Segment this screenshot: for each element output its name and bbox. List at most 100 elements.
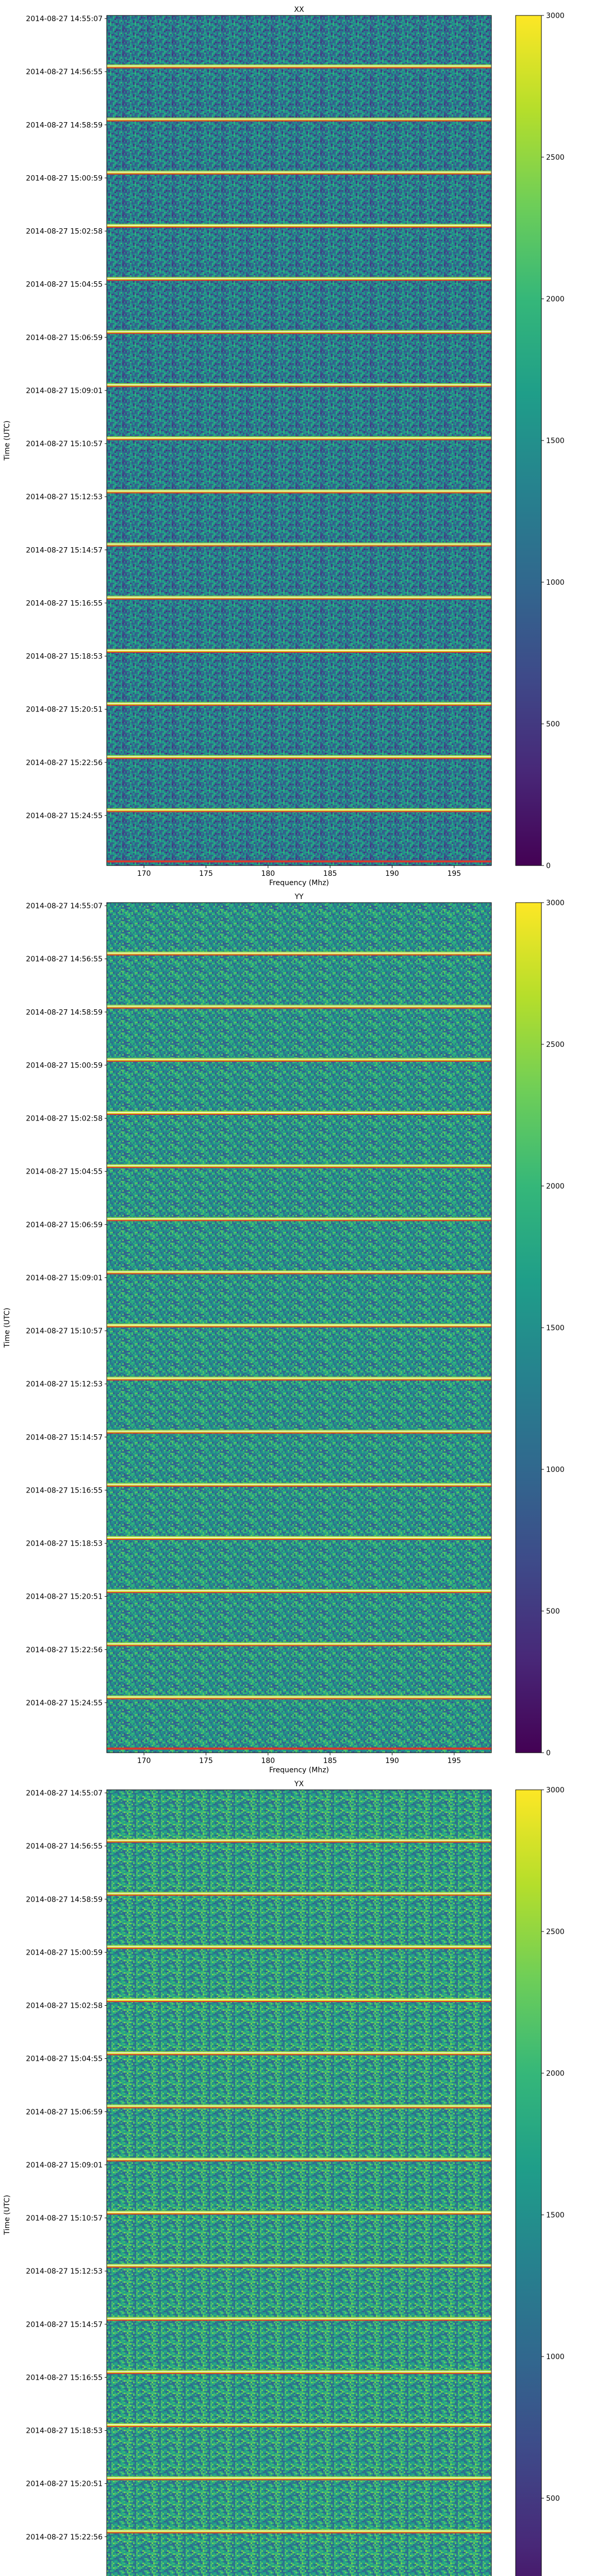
block-stripe — [107, 1893, 491, 1895]
block-stripe — [107, 2051, 491, 2053]
block-stripe — [107, 2001, 491, 2002]
block-stripe — [107, 384, 491, 385]
block-stripe — [107, 1326, 491, 1328]
y-tick-label: 2014-08-27 14:58:59 — [26, 121, 103, 129]
y-tick-label: 2014-08-27 15:04:55 — [26, 281, 103, 289]
block-stripe — [107, 2477, 491, 2479]
y-tick-label: 2014-08-27 14:55:07 — [26, 902, 103, 910]
panel-title: YX — [294, 1780, 304, 1788]
block-stripe — [107, 172, 491, 173]
block-stripe — [107, 2372, 491, 2374]
y-tick-label: 2014-08-27 15:09:01 — [26, 2161, 103, 2170]
panel-xx: XX 2014-08-27 14:55:07 2014-08-27 14:56:55… — [3, 6, 565, 887]
block-stripe — [107, 1432, 491, 1434]
y-tick-label: 2014-08-27 15:12:53 — [26, 2267, 103, 2276]
block-stripe — [107, 1484, 491, 1485]
block-stripe — [107, 1111, 491, 1112]
colorbar-tick-label: 500 — [546, 2495, 560, 2503]
block-stripe — [107, 1378, 491, 1379]
y-tick-label: 2014-08-27 15:16:55 — [26, 1486, 103, 1495]
axes-frame — [106, 1789, 492, 2576]
block-stripe — [107, 2266, 491, 2268]
colorbar-tick-label: 1000 — [546, 579, 565, 587]
block-stripe — [107, 598, 491, 600]
block-stripe — [107, 225, 491, 226]
block-stripe — [107, 1892, 491, 1893]
block-stripe — [107, 437, 491, 438]
x-tick-label: 195 — [447, 1757, 461, 1765]
block-stripe — [107, 436, 491, 437]
panel-title: XX — [294, 6, 304, 14]
block-stripe — [107, 2371, 491, 2373]
block-stripe — [107, 545, 491, 547]
x-tick-label: 190 — [385, 1757, 399, 1765]
y-tick-label: 2014-08-27 15:02:58 — [26, 2002, 103, 2010]
block-stripe — [107, 1325, 491, 1327]
block-stripe — [107, 2053, 491, 2055]
block-stripe — [107, 66, 491, 67]
block-stripe — [107, 1748, 491, 1750]
block-stripe — [107, 756, 491, 757]
block-stripe — [107, 702, 491, 703]
y-tick-label: 2014-08-27 15:12:53 — [26, 1380, 103, 1388]
block-stripe — [107, 489, 491, 491]
block-stripe — [107, 1164, 491, 1165]
block-stripe — [107, 1005, 491, 1006]
x-tick-label: 190 — [385, 870, 399, 878]
block-stripe — [107, 650, 491, 651]
y-tick-label: 2014-08-27 15:22:56 — [26, 1646, 103, 1654]
block-stripe — [107, 333, 491, 334]
block-stripe — [107, 2318, 491, 2319]
block-stripe — [107, 2052, 491, 2054]
y-tick-label: 2014-08-27 14:58:59 — [26, 1895, 103, 1904]
block-stripe — [107, 2531, 491, 2533]
block-stripe — [107, 2529, 491, 2531]
x-tick-label: 175 — [199, 1757, 213, 1765]
y-tick-label: 2014-08-27 15:22:56 — [26, 2533, 103, 2541]
block-stripe — [107, 1999, 491, 2000]
colorbar-tick-label: 3000 — [546, 12, 565, 20]
block-stripe — [107, 1485, 491, 1487]
block-stripe — [107, 1112, 491, 1113]
block-stripe — [107, 64, 491, 66]
colorbar-tick-label: 3000 — [546, 1786, 565, 1794]
block-stripe — [107, 811, 491, 812]
y-tick-label: 2014-08-27 15:22:56 — [26, 759, 103, 767]
block-stripe — [107, 1378, 491, 1380]
block-stripe — [107, 2157, 491, 2159]
block-stripe — [107, 651, 491, 652]
block-stripe — [107, 1167, 491, 1168]
block-stripe — [107, 809, 491, 810]
block-stripe — [107, 1589, 491, 1590]
block-stripe — [107, 1273, 491, 1275]
block-stripe — [107, 171, 491, 172]
x-tick-label: 195 — [447, 870, 461, 878]
block-stripe — [107, 810, 491, 811]
colorbar-tick-label: 1000 — [546, 2353, 565, 2361]
y-tick-label: 2014-08-27 15:06:59 — [26, 2108, 103, 2116]
colorbar-tick-label: 2000 — [546, 1182, 565, 1191]
y-tick-label: 2014-08-27 15:18:53 — [26, 1540, 103, 1548]
block-stripe — [107, 597, 491, 599]
block-stripe — [107, 2317, 491, 2318]
block-stripe — [107, 543, 491, 544]
y-tick-label: 2014-08-27 15:16:55 — [26, 2374, 103, 2382]
block-stripe — [107, 758, 491, 759]
block-stripe — [107, 2104, 491, 2106]
block-stripe — [107, 1698, 491, 1700]
block-stripe — [107, 2371, 491, 2372]
y-tick-label: 2014-08-27 15:06:59 — [26, 334, 103, 342]
block-stripe — [107, 1539, 491, 1540]
block-stripe — [107, 953, 491, 954]
block-stripe — [107, 705, 491, 706]
y-tick-label: 2014-08-27 15:14:57 — [26, 546, 103, 554]
block-stripe — [107, 1166, 491, 1167]
block-stripe — [107, 2000, 491, 2001]
block-stripe — [107, 2423, 491, 2425]
block-stripe — [107, 119, 491, 121]
y-axis-label: Time (UTC) — [3, 2195, 11, 2235]
block-stripe — [107, 1645, 491, 1647]
y-tick-label: 2014-08-27 15:09:01 — [26, 1274, 103, 1282]
block-stripe — [107, 2107, 491, 2109]
block-stripe — [107, 279, 491, 280]
